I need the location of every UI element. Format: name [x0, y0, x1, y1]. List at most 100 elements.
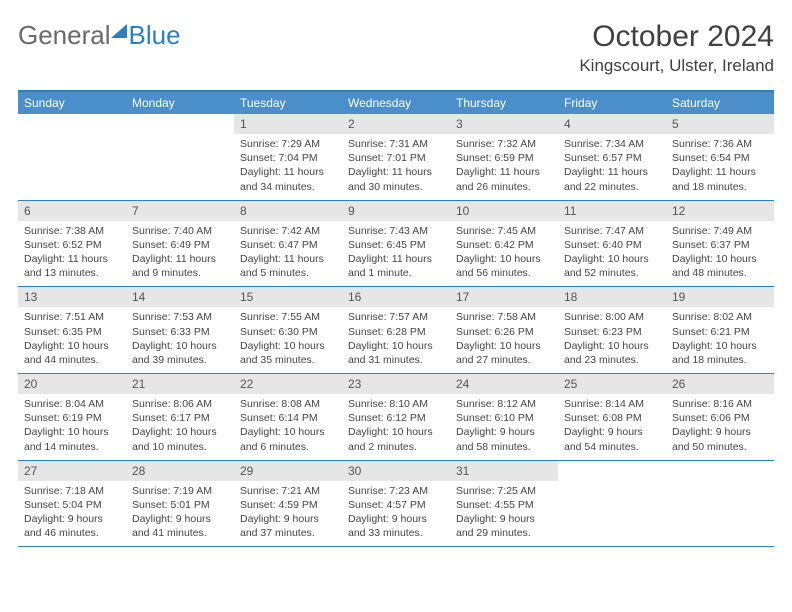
calendar-cell: 26Sunrise: 8:16 AMSunset: 6:06 PMDayligh…	[666, 374, 774, 460]
weekday-label: Saturday	[666, 92, 774, 114]
calendar: Sunday Monday Tuesday Wednesday Thursday…	[18, 90, 774, 547]
day-number: 18	[558, 287, 666, 307]
day-number: 12	[666, 201, 774, 221]
calendar-cell: 15Sunrise: 7:55 AMSunset: 6:30 PMDayligh…	[234, 287, 342, 373]
header: General Blue October 2024 Kingscourt, Ul…	[18, 20, 774, 76]
day-details: Sunrise: 7:34 AMSunset: 6:57 PMDaylight:…	[558, 134, 666, 200]
day-details: Sunrise: 7:47 AMSunset: 6:40 PMDaylight:…	[558, 221, 666, 287]
calendar-cell: 3Sunrise: 7:32 AMSunset: 6:59 PMDaylight…	[450, 114, 558, 200]
day-number: 28	[126, 461, 234, 481]
calendar-week: 13Sunrise: 7:51 AMSunset: 6:35 PMDayligh…	[18, 287, 774, 374]
day-number: 23	[342, 374, 450, 394]
calendar-cell: 8Sunrise: 7:42 AMSunset: 6:47 PMDaylight…	[234, 201, 342, 287]
day-details: Sunrise: 8:06 AMSunset: 6:17 PMDaylight:…	[126, 394, 234, 460]
calendar-cell: 2Sunrise: 7:31 AMSunset: 7:01 PMDaylight…	[342, 114, 450, 200]
day-number: 5	[666, 114, 774, 134]
day-details: Sunrise: 7:45 AMSunset: 6:42 PMDaylight:…	[450, 221, 558, 287]
day-number: 16	[342, 287, 450, 307]
calendar-cell: 12Sunrise: 7:49 AMSunset: 6:37 PMDayligh…	[666, 201, 774, 287]
day-details: Sunrise: 7:32 AMSunset: 6:59 PMDaylight:…	[450, 134, 558, 200]
title-block: October 2024 Kingscourt, Ulster, Ireland	[579, 20, 774, 76]
day-details: Sunrise: 7:55 AMSunset: 6:30 PMDaylight:…	[234, 307, 342, 373]
day-number: 11	[558, 201, 666, 221]
calendar-cell: 6Sunrise: 7:38 AMSunset: 6:52 PMDaylight…	[18, 201, 126, 287]
day-number: 25	[558, 374, 666, 394]
calendar-cell: 24Sunrise: 8:12 AMSunset: 6:10 PMDayligh…	[450, 374, 558, 460]
day-details: Sunrise: 7:25 AMSunset: 4:55 PMDaylight:…	[450, 481, 558, 547]
day-number: 20	[18, 374, 126, 394]
day-details: Sunrise: 7:23 AMSunset: 4:57 PMDaylight:…	[342, 481, 450, 547]
day-number: 3	[450, 114, 558, 134]
day-number: 1	[234, 114, 342, 134]
day-number: 14	[126, 287, 234, 307]
day-details: Sunrise: 8:08 AMSunset: 6:14 PMDaylight:…	[234, 394, 342, 460]
day-number: 30	[342, 461, 450, 481]
weeks-container: 1Sunrise: 7:29 AMSunset: 7:04 PMDaylight…	[18, 114, 774, 547]
day-number: 10	[450, 201, 558, 221]
day-details: Sunrise: 7:49 AMSunset: 6:37 PMDaylight:…	[666, 221, 774, 287]
calendar-week: 27Sunrise: 7:18 AMSunset: 5:04 PMDayligh…	[18, 461, 774, 548]
calendar-cell: 16Sunrise: 7:57 AMSunset: 6:28 PMDayligh…	[342, 287, 450, 373]
day-details: Sunrise: 8:04 AMSunset: 6:19 PMDaylight:…	[18, 394, 126, 460]
calendar-cell: 1Sunrise: 7:29 AMSunset: 7:04 PMDaylight…	[234, 114, 342, 200]
day-details: Sunrise: 8:02 AMSunset: 6:21 PMDaylight:…	[666, 307, 774, 373]
weekday-label: Tuesday	[234, 92, 342, 114]
day-details: Sunrise: 7:42 AMSunset: 6:47 PMDaylight:…	[234, 221, 342, 287]
day-details: Sunrise: 7:57 AMSunset: 6:28 PMDaylight:…	[342, 307, 450, 373]
calendar-week: 6Sunrise: 7:38 AMSunset: 6:52 PMDaylight…	[18, 201, 774, 288]
day-details: Sunrise: 7:43 AMSunset: 6:45 PMDaylight:…	[342, 221, 450, 287]
day-number: 2	[342, 114, 450, 134]
calendar-cell: 13Sunrise: 7:51 AMSunset: 6:35 PMDayligh…	[18, 287, 126, 373]
day-number: 27	[18, 461, 126, 481]
calendar-cell: 30Sunrise: 7:23 AMSunset: 4:57 PMDayligh…	[342, 461, 450, 547]
weekday-header: Sunday Monday Tuesday Wednesday Thursday…	[18, 92, 774, 114]
calendar-cell: 27Sunrise: 7:18 AMSunset: 5:04 PMDayligh…	[18, 461, 126, 547]
calendar-cell: 9Sunrise: 7:43 AMSunset: 6:45 PMDaylight…	[342, 201, 450, 287]
calendar-cell: 23Sunrise: 8:10 AMSunset: 6:12 PMDayligh…	[342, 374, 450, 460]
calendar-cell: 11Sunrise: 7:47 AMSunset: 6:40 PMDayligh…	[558, 201, 666, 287]
day-details: Sunrise: 7:53 AMSunset: 6:33 PMDaylight:…	[126, 307, 234, 373]
day-number: 6	[18, 201, 126, 221]
page-title: October 2024	[579, 20, 774, 54]
day-number: 4	[558, 114, 666, 134]
day-details: Sunrise: 7:29 AMSunset: 7:04 PMDaylight:…	[234, 134, 342, 200]
day-number: 22	[234, 374, 342, 394]
day-details: Sunrise: 7:36 AMSunset: 6:54 PMDaylight:…	[666, 134, 774, 200]
calendar-cell: 19Sunrise: 8:02 AMSunset: 6:21 PMDayligh…	[666, 287, 774, 373]
weekday-label: Thursday	[450, 92, 558, 114]
day-details: Sunrise: 7:21 AMSunset: 4:59 PMDaylight:…	[234, 481, 342, 547]
weekday-label: Wednesday	[342, 92, 450, 114]
weekday-label: Sunday	[18, 92, 126, 114]
calendar-cell: 22Sunrise: 8:08 AMSunset: 6:14 PMDayligh…	[234, 374, 342, 460]
day-details: Sunrise: 7:31 AMSunset: 7:01 PMDaylight:…	[342, 134, 450, 200]
calendar-cell: 10Sunrise: 7:45 AMSunset: 6:42 PMDayligh…	[450, 201, 558, 287]
day-details: Sunrise: 7:38 AMSunset: 6:52 PMDaylight:…	[18, 221, 126, 287]
weekday-label: Monday	[126, 92, 234, 114]
sail-icon	[111, 24, 127, 38]
logo: General Blue	[18, 20, 181, 51]
day-number: 21	[126, 374, 234, 394]
day-number: 13	[18, 287, 126, 307]
calendar-cell: 20Sunrise: 8:04 AMSunset: 6:19 PMDayligh…	[18, 374, 126, 460]
calendar-cell: 4Sunrise: 7:34 AMSunset: 6:57 PMDaylight…	[558, 114, 666, 200]
calendar-cell: 21Sunrise: 8:06 AMSunset: 6:17 PMDayligh…	[126, 374, 234, 460]
day-number: 26	[666, 374, 774, 394]
day-number: 17	[450, 287, 558, 307]
calendar-cell: 18Sunrise: 8:00 AMSunset: 6:23 PMDayligh…	[558, 287, 666, 373]
calendar-cell	[666, 461, 774, 547]
calendar-cell: 25Sunrise: 8:14 AMSunset: 6:08 PMDayligh…	[558, 374, 666, 460]
calendar-cell: 28Sunrise: 7:19 AMSunset: 5:01 PMDayligh…	[126, 461, 234, 547]
weekday-label: Friday	[558, 92, 666, 114]
day-details: Sunrise: 7:58 AMSunset: 6:26 PMDaylight:…	[450, 307, 558, 373]
day-details: Sunrise: 7:18 AMSunset: 5:04 PMDaylight:…	[18, 481, 126, 547]
calendar-cell: 14Sunrise: 7:53 AMSunset: 6:33 PMDayligh…	[126, 287, 234, 373]
logo-text-1: General	[18, 20, 111, 51]
calendar-cell: 31Sunrise: 7:25 AMSunset: 4:55 PMDayligh…	[450, 461, 558, 547]
day-details: Sunrise: 7:19 AMSunset: 5:01 PMDaylight:…	[126, 481, 234, 547]
day-details: Sunrise: 8:14 AMSunset: 6:08 PMDaylight:…	[558, 394, 666, 460]
day-number: 8	[234, 201, 342, 221]
calendar-cell	[126, 114, 234, 200]
day-number: 7	[126, 201, 234, 221]
calendar-cell: 17Sunrise: 7:58 AMSunset: 6:26 PMDayligh…	[450, 287, 558, 373]
day-number: 19	[666, 287, 774, 307]
